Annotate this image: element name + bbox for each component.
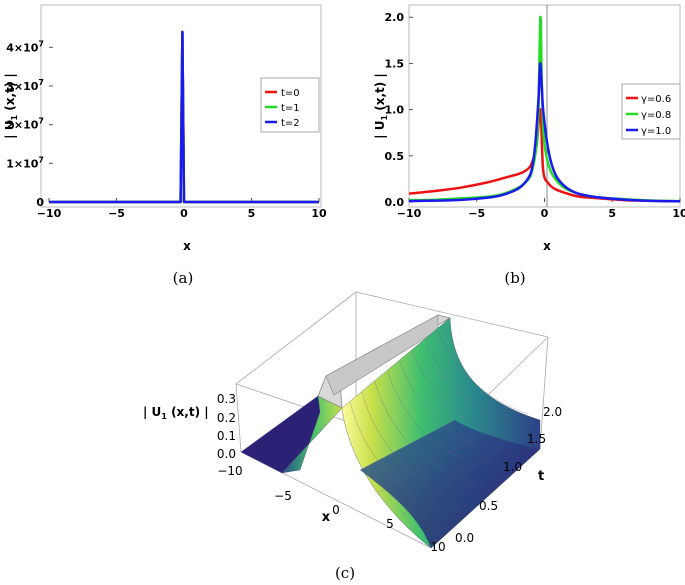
y-tick-label: 0 [36, 196, 44, 209]
x-tick-label: −10 [37, 207, 62, 220]
panel-c-z-tick-label: 0.3 [217, 392, 236, 406]
panel-c-x-tick-label: 5 [386, 517, 394, 531]
panel-c-t-ticks: 0.0 0.5 1.0 1.5 2.0 [455, 405, 562, 545]
x-tick-label: 0 [541, 207, 549, 220]
panel-a-y-axis-label: | U1 (x,t) | [3, 73, 19, 139]
x-tick-label: −10 [397, 207, 422, 220]
panel-c-z-axis-label: | U1 (x,t) | [143, 405, 209, 421]
x-tick-label: 5 [608, 207, 616, 220]
y-tick-label: 0.5 [385, 150, 405, 163]
panel-c-t-axis-label: t [538, 469, 544, 484]
panel-c-z-ticks: 0.3 0.2 0.1 0.0 [217, 392, 236, 461]
x-tick-label: 10 [672, 207, 685, 220]
panel-a-legend: t=0 t=1 t=2 [260, 77, 320, 133]
x-tick-label: 10 [311, 207, 327, 220]
panel-c-x-tick-label: −10 [217, 464, 242, 478]
panel-b-legend-label: γ=0.8 [641, 110, 671, 121]
panel-b-x-ticks: −10 −5 0 5 10 [397, 198, 685, 220]
panel-b-y-ticks: 0.0 0.5 1.0 1.5 2.0 [385, 11, 413, 209]
panel-c-caption: (c) [335, 564, 355, 582]
panel-b-y-axis-label: | U1 (x,t) | [373, 73, 389, 139]
x-tick-label: −5 [468, 207, 485, 220]
panel-b: −10 −5 0 5 10 0.0 0.5 1.0 1.5 2.0 x | U1 (x,t) |… [373, 4, 685, 287]
panel-a-legend-label: t=1 [281, 103, 300, 114]
y-tick-label: 0.0 [385, 196, 405, 209]
panel-a-x-axis-label: x [183, 239, 191, 253]
panel-a-legend-label: t=2 [281, 118, 300, 129]
panel-a: −10 −5 0 5 10 0 1×107 2×107 3×107 4×107 x | U1 (… [3, 4, 327, 287]
panel-c-x-ticks: −10 −5 0 5 10 [217, 464, 445, 554]
panel-c-surface-left-wall [281, 395, 343, 474]
panel-a-caption: (a) [173, 269, 194, 287]
panel-c: 0.3 0.2 0.1 0.0 | U1 (x,t) | −10 −5 0 5 … [143, 291, 562, 582]
panel-c-t-tick-label: 0.0 [455, 531, 474, 545]
series-line-t=2 [49, 30, 319, 204]
y-tick-label: 4×107 [6, 39, 44, 54]
panel-c-x-tick-label: 10 [430, 540, 445, 554]
panel-c-t-tick-label: 0.5 [479, 499, 498, 513]
panel-b-legend: γ=0.6 γ=0.8 γ=1.0 [621, 83, 681, 140]
x-tick-label: 5 [248, 207, 256, 220]
x-tick-label: 0 [180, 207, 188, 220]
series-line-γ=1.0 [408, 62, 681, 203]
panel-a-legend-label: t=0 [281, 88, 300, 99]
y-tick-label: 2.0 [385, 11, 405, 24]
panel-b-legend-label: γ=0.6 [641, 94, 671, 105]
panel-b-x-axis-label: x [543, 239, 551, 253]
panel-c-t-tick-label: 1.0 [503, 460, 522, 474]
panel-c-x-tick-label: 0 [332, 503, 340, 517]
y-tick-label: 1×107 [6, 155, 44, 170]
panel-c-z-tick-label: 0.0 [217, 447, 236, 461]
panel-c-t-tick-label: 1.5 [527, 432, 546, 446]
panel-c-t-tick-label: 2.0 [543, 405, 562, 419]
panel-b-series [408, 15, 681, 203]
panel-c-x-axis-label: x [322, 510, 331, 525]
y-tick-label: 2×107 [6, 117, 44, 132]
y-tick-label: 1.0 [385, 104, 405, 117]
y-tick-label: 3×107 [6, 78, 44, 93]
panel-b-legend-label: γ=1.0 [641, 126, 671, 137]
panel-c-z-tick-label: 0.1 [217, 429, 236, 443]
panel-c-z-tick-label: 0.2 [217, 411, 236, 425]
panel-a-series [49, 30, 319, 204]
panel-a-x-ticks: −10 −5 0 5 10 [37, 198, 327, 220]
panel-c-x-tick-label: −5 [274, 489, 292, 503]
panel-c-surface-right-floor [360, 420, 540, 548]
x-tick-label: −5 [108, 207, 125, 220]
panel-a-plot-frame [40, 4, 322, 208]
panel-b-caption: (b) [504, 269, 525, 287]
y-tick-label: 1.5 [385, 57, 405, 70]
